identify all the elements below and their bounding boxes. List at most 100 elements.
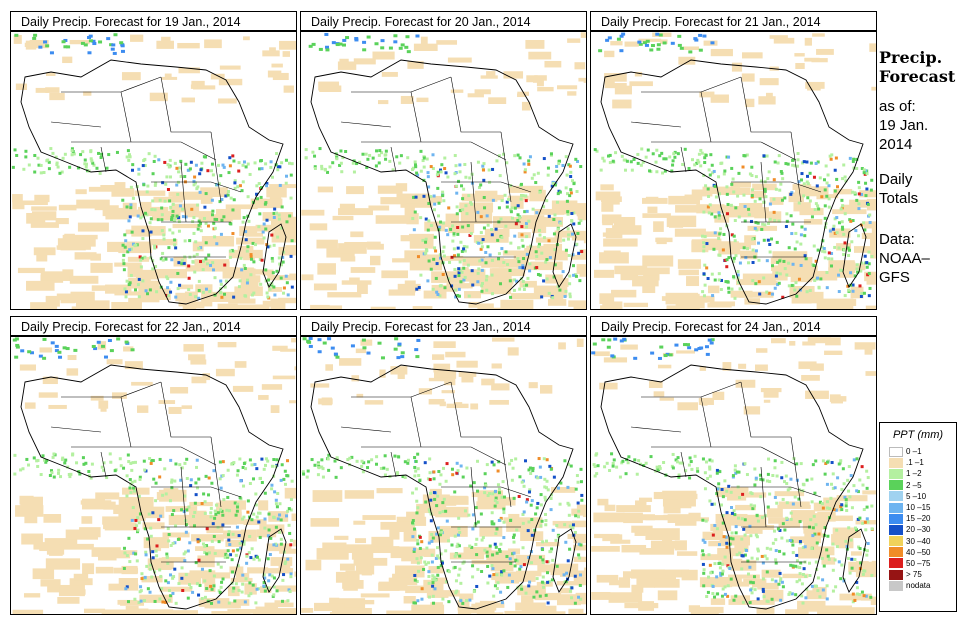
- precip-cell: [431, 574, 435, 578]
- precip-cell: [204, 474, 208, 478]
- precip-cell: [399, 154, 403, 158]
- precip-cell: [49, 92, 65, 101]
- precip-cell: [242, 539, 246, 543]
- precip-cell: [195, 582, 199, 586]
- precip-cell: [439, 525, 468, 537]
- precip-cell: [504, 224, 508, 228]
- precip-cell: [45, 87, 60, 93]
- precip-cell: [751, 581, 755, 585]
- precip-cell: [240, 189, 244, 193]
- precip-cell: [390, 547, 418, 559]
- precip-cell: [556, 278, 569, 287]
- precip-cell: [456, 293, 460, 297]
- precip-cell: [404, 206, 415, 216]
- precip-cell: [476, 520, 480, 524]
- precip-cell: [705, 595, 709, 599]
- precip-cell: [280, 161, 284, 165]
- precip-cell: [207, 551, 211, 555]
- precip-cell: [269, 47, 276, 51]
- precip-cell: [209, 511, 213, 515]
- precip-cell: [243, 266, 247, 270]
- forecast-panel-4: Daily Precip. Forecast for 22 Jan., 2014: [10, 316, 299, 616]
- precip-cell: [803, 526, 822, 534]
- precip-cell: [500, 235, 504, 239]
- precip-cell: [70, 147, 74, 151]
- precip-cell: [510, 206, 514, 210]
- precip-cell: [49, 545, 63, 556]
- precip-cell: [437, 556, 441, 560]
- precip-cell: [762, 589, 784, 602]
- precip-cell: [493, 498, 497, 502]
- precip-cell: [869, 43, 876, 52]
- precip-cell: [456, 469, 460, 473]
- precip-cell: [657, 590, 678, 601]
- precip-cell: [829, 264, 833, 268]
- precip-cell: [42, 356, 47, 360]
- precip-cell: [735, 504, 756, 511]
- precip-cell: [786, 488, 790, 492]
- precip-cell: [435, 504, 439, 508]
- precip-cell: [492, 463, 496, 467]
- precip-cell: [496, 581, 500, 585]
- precip-cell: [435, 255, 464, 261]
- precip-cell: [803, 549, 826, 558]
- precip-cell: [681, 569, 698, 581]
- precip-cell: [163, 610, 199, 614]
- precip-cell: [366, 466, 370, 470]
- precip-cell: [868, 220, 872, 224]
- precip-cell: [743, 462, 747, 466]
- precip-cell: [413, 160, 417, 164]
- precip-cell: [437, 469, 441, 473]
- precip-cell: [576, 207, 586, 217]
- precip-cell: [489, 399, 509, 405]
- precip-cell: [339, 466, 343, 470]
- precip-cell: [432, 477, 436, 481]
- precip-cell: [801, 545, 805, 549]
- precip-cell: [106, 359, 123, 365]
- precip-cell: [265, 291, 269, 295]
- precip-cell: [847, 489, 851, 493]
- precip-cell: [655, 148, 659, 152]
- precip-cell: [848, 561, 876, 573]
- precip-cell: [397, 342, 402, 346]
- precip-cell: [502, 569, 506, 573]
- precip-cell: [676, 456, 680, 460]
- precip-cell: [477, 185, 481, 189]
- precip-cell: [676, 460, 680, 464]
- precip-cell: [856, 270, 860, 274]
- precip-cell: [66, 465, 70, 469]
- precip-cell: [857, 186, 861, 190]
- precip-cell: [406, 156, 410, 160]
- precip-cell: [505, 161, 509, 165]
- precip-cell: [127, 265, 143, 277]
- precip-cell: [269, 184, 296, 189]
- precip-cell: [712, 526, 723, 538]
- precip-cell: [350, 231, 364, 238]
- precip-cell: [684, 469, 688, 473]
- precip-cell: [126, 453, 130, 457]
- precip-cell: [216, 562, 220, 566]
- precip-cell: [58, 171, 62, 175]
- precip-cell: [261, 230, 265, 234]
- precip-cell: [204, 241, 208, 245]
- precip-cell: [130, 348, 135, 352]
- precip-cell: [439, 473, 443, 477]
- precip-cell: [496, 483, 500, 487]
- precip-cell: [145, 564, 149, 568]
- precip-cell: [758, 197, 762, 201]
- precip-cell: [742, 246, 746, 250]
- precip-cell: [675, 520, 697, 526]
- precip-cell: [811, 463, 815, 467]
- precip-cell: [564, 289, 568, 293]
- precip-cell: [196, 540, 200, 544]
- precip-cell: [539, 385, 553, 394]
- precip-cell: [431, 153, 435, 157]
- precip-cell: [131, 461, 135, 465]
- precip-cell: [814, 560, 818, 564]
- precip-cell: [462, 187, 466, 191]
- precip-cell: [282, 477, 286, 481]
- precip-cell: [149, 461, 153, 465]
- precip-cell: [540, 295, 544, 299]
- precip-cell: [743, 553, 747, 557]
- precip-cell: [717, 278, 721, 282]
